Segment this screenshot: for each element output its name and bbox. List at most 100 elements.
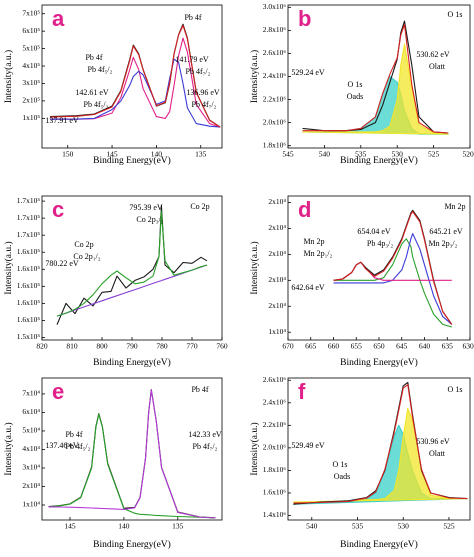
peak-annotation: 141.79 eV xyxy=(175,55,209,64)
x-tick-label: 530 xyxy=(392,150,404,159)
x-tick-label: 6300 xyxy=(463,342,474,351)
y-tick-label: 7x10⁴ xyxy=(22,389,40,398)
panel-letter: c xyxy=(52,197,64,222)
panel: 150 145 140 135 1x10⁵ 2x10⁵ 3x10⁵ 4x10⁵ 5x10⁵ 6x1… xyxy=(3,4,223,166)
peak-annotation: Pb 4f₅/₂ xyxy=(88,65,113,74)
peak-annotation: 530.96 eV xyxy=(416,437,450,446)
plot-frame xyxy=(287,377,471,521)
x-axis-label: Binding Energy(eV) xyxy=(340,539,418,550)
y-tick-label: 3.0x10⁶ xyxy=(263,2,287,11)
x-axis-label: Binding Energy(eV) xyxy=(340,357,418,368)
panel-title: O 1s xyxy=(448,10,463,19)
peak-annotation: Oads xyxy=(334,472,350,481)
x-tick-label: 650 xyxy=(373,342,385,351)
x-tick-label: 780 xyxy=(156,342,168,351)
y-tick-label: 1.8x10⁶ xyxy=(263,140,287,149)
peak-annotation: Pb 4f xyxy=(65,430,82,439)
spectrum-line xyxy=(56,264,208,317)
peak-annotation: 654.04 eV xyxy=(357,227,391,236)
peak-annotation: Mn 2p xyxy=(303,237,324,246)
spectrum-line xyxy=(293,384,468,504)
y-tick-label: 2.6x10⁶ xyxy=(263,375,287,384)
y-tick-label: 1.7x10⁵ xyxy=(17,230,41,239)
y-axis-label: Intensity(a.u.) xyxy=(3,422,14,475)
y-tick-label: 1.7x10⁵ xyxy=(17,213,41,222)
y-tick-label: 2x10⁴ xyxy=(268,275,286,284)
plot-frame xyxy=(41,4,223,149)
y-tick-label: 3x10⁵ xyxy=(22,78,40,87)
y-tick-label: 2.6x10⁶ xyxy=(263,48,287,57)
x-tick-label: 145 xyxy=(106,150,118,159)
peak-annotation: Co 2p₃/₂ xyxy=(136,215,163,224)
x-tick-label: 140 xyxy=(118,522,130,531)
panel-title: Co 2p xyxy=(190,202,209,211)
y-tick-label: 6x10⁴ xyxy=(22,407,40,416)
x-tick-label: 670 xyxy=(282,342,294,351)
peak-annotation: 529.24 eV xyxy=(291,68,325,77)
panel: 145 140 135 1x10⁴ 2x10⁴ 3x10⁴ 4x10⁴ 5x10⁴ 6x10⁴ 7… xyxy=(3,377,223,550)
x-tick-label: 800 xyxy=(96,342,108,351)
panel-letter: f xyxy=(298,379,306,404)
spectrum-line xyxy=(50,37,221,128)
panel-title: Mn 2p xyxy=(444,202,465,211)
peak-annotation: 136.96 eV xyxy=(186,88,220,97)
peak-annotation: 645.21 eV xyxy=(429,227,463,236)
x-tick-label: 545 xyxy=(282,150,294,159)
y-tick-label: 1x10⁵ xyxy=(22,113,40,122)
y-axis-label: Intensity(a.u.) xyxy=(249,422,260,475)
peak-annotation: Co 2p₁/₂ xyxy=(73,252,100,261)
y-tick-label: 6x10⁵ xyxy=(22,26,40,35)
x-tick-label: 525 xyxy=(428,150,440,159)
y-tick-label: 1x10⁴ xyxy=(22,500,40,509)
y-tick-label: 5x10⁵ xyxy=(22,43,40,52)
spectrum-line xyxy=(48,389,216,519)
y-tick-label: 2x10⁴ xyxy=(268,223,286,232)
peak-annotation: 780.22 eV xyxy=(45,259,79,268)
x-tick-label: 535 xyxy=(355,150,367,159)
y-tick-label: 4x10⁴ xyxy=(22,444,40,453)
peak-annotation: Co 2p xyxy=(74,240,93,249)
x-tick-label: 655 xyxy=(351,342,363,351)
y-tick-label: 2x10⁵ xyxy=(22,96,40,105)
plot-frame xyxy=(287,195,471,341)
y-tick-label: 2x10⁴ xyxy=(268,249,286,258)
peak-annotation: 142.33 eV xyxy=(188,430,222,439)
y-tick-label: 2.4x10⁶ xyxy=(263,71,287,80)
peak-annotation: Pb 4f₇/₂ xyxy=(192,100,217,109)
y-tick-label: 2.0x10⁶ xyxy=(263,117,287,126)
x-tick-label: 135 xyxy=(195,150,207,159)
plot-frame xyxy=(41,377,223,521)
y-axis-label: Intensity(a.u.) xyxy=(249,241,260,294)
y-tick-label: 1.7x10⁵ xyxy=(17,196,41,205)
y-tick-label: 1.8x10⁶ xyxy=(263,465,287,474)
y-axis-label: Intensity(a.u.) xyxy=(3,50,14,103)
panel-title: O 1s xyxy=(448,385,463,394)
peak-annotation: Mn 2p₃/₂ xyxy=(429,239,458,248)
x-tick-label: 810 xyxy=(66,342,78,351)
y-tick-label: 1.6x10⁵ xyxy=(17,315,41,324)
peak-annotation: O 1s xyxy=(333,460,348,469)
panel: 820 810 800 790 780 770 760 1.5x10⁵ 1.6x10⁵ 1.6x1… xyxy=(3,195,228,368)
x-tick-label: 5200 xyxy=(463,150,474,159)
x-tick-label: 760 xyxy=(216,342,228,351)
x-axis-label: Binding Energy(eV) xyxy=(93,539,171,550)
y-tick-label: 1.6x10⁵ xyxy=(17,247,41,256)
x-tick-label: 665 xyxy=(305,342,317,351)
component-area xyxy=(302,43,449,135)
x-tick-label: 525 xyxy=(443,522,455,531)
x-tick-label: 660 xyxy=(328,342,340,351)
x-tick-label: 145 xyxy=(64,522,76,531)
spectrum-line xyxy=(302,24,449,134)
peak-annotation: Pb 4f₅/₂ xyxy=(84,100,109,109)
peak-annotation: Pb 4f₇/₂ xyxy=(186,67,211,76)
peak-annotation: 142.61 eV xyxy=(75,88,109,97)
peak-annotation: Olatt xyxy=(429,449,446,458)
y-tick-label: 2x10⁴ xyxy=(268,197,286,206)
panel: 540 535 530 525 1.4x10⁶ 1.6x10⁶ 1.8x10⁶ 2.0x10⁶… xyxy=(249,375,471,550)
peak-annotation: Pb 4p₃/₂ xyxy=(367,239,393,248)
panel: 670 665 660 655 650 645 640 635 6300 1x10⁴ 2x10⁴ 2x… xyxy=(249,195,474,368)
y-tick-label: 7x10⁵ xyxy=(22,8,40,17)
y-tick-label: 2.2x10⁶ xyxy=(263,420,287,429)
spectrum-line xyxy=(49,25,221,128)
